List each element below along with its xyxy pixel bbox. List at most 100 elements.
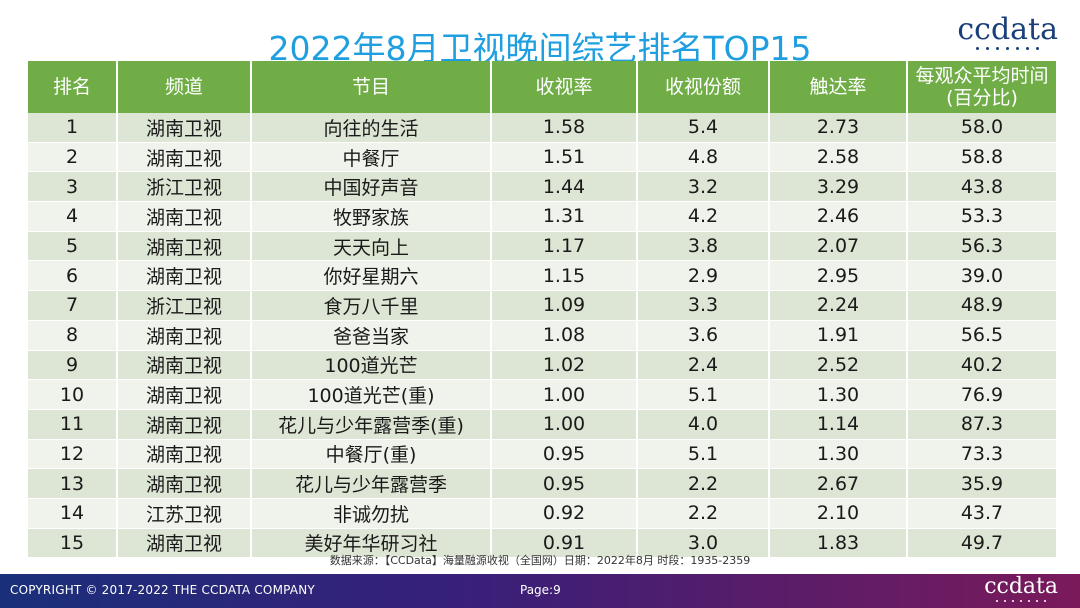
- rating-cell: 0.95: [490, 468, 638, 499]
- page-number: Page:9: [520, 583, 561, 597]
- channel-cell: 湖南卫视: [116, 201, 252, 232]
- channel-cell: 湖南卫视: [116, 528, 252, 559]
- channel-cell: 湖南卫视: [116, 113, 252, 143]
- program-cell: 花儿与少年露营季: [250, 468, 492, 499]
- channel-cell: 湖南卫视: [116, 320, 252, 351]
- share-cell: 5.1: [636, 439, 770, 470]
- reach-cell: 2.95: [768, 260, 908, 292]
- program-cell: 中餐厅: [250, 142, 492, 173]
- share-cell: 3.0: [636, 528, 770, 559]
- reach-cell: 2.52: [768, 350, 908, 381]
- rank-cell: 8: [26, 320, 118, 351]
- share-cell: 2.9: [636, 260, 770, 292]
- copyright-text: COPYRIGHT © 2017-2022 THE CCDATA COMPANY: [10, 583, 315, 597]
- channel-cell: 湖南卫视: [116, 231, 252, 262]
- rating-cell: 1.08: [490, 320, 638, 351]
- rating-cell: 1.00: [490, 409, 638, 440]
- program-cell: 花儿与少年露营季(重): [250, 409, 492, 440]
- channel-cell: 湖南卫视: [116, 260, 252, 292]
- rating-cell: 0.95: [490, 439, 638, 470]
- header-rating: 收视率: [490, 61, 638, 113]
- footer-logo: ccdata: [984, 574, 1058, 602]
- program-cell: 中餐厅(重): [250, 439, 492, 470]
- table-header-row: 排名 频道 节目 收视率 收视份额 触达率 每观众平均时间 (百分比): [26, 61, 1058, 113]
- header-rank: 排名: [26, 61, 118, 113]
- program-cell: 食万八千里: [250, 290, 492, 321]
- share-cell: 3.6: [636, 320, 770, 351]
- rating-cell: 1.58: [490, 113, 638, 143]
- rank-cell: 11: [26, 409, 118, 440]
- rating-cell: 1.44: [490, 171, 638, 203]
- header-avg-time: 每观众平均时间 (百分比): [906, 61, 1058, 113]
- footer-bar: COPYRIGHT © 2017-2022 THE CCDATA COMPANY…: [0, 574, 1080, 608]
- table-row: 4 湖南卫视 牧野家族 1.31 4.2 2.46 53.3: [26, 201, 1058, 232]
- rank-cell: 15: [26, 528, 118, 559]
- rank-cell: 10: [26, 379, 118, 410]
- share-cell: 4.0: [636, 409, 770, 440]
- logo-text: ccdata: [957, 12, 1058, 47]
- share-cell: 2.2: [636, 468, 770, 499]
- avg-time-cell: 56.5: [906, 320, 1058, 351]
- program-cell: 100道光芒(重): [250, 379, 492, 410]
- table-row: 2 湖南卫视 中餐厅 1.51 4.8 2.58 58.8: [26, 142, 1058, 173]
- rank-cell: 9: [26, 350, 118, 381]
- reach-cell: 2.24: [768, 290, 908, 321]
- avg-time-cell: 73.3: [906, 439, 1058, 470]
- rank-cell: 13: [26, 468, 118, 499]
- share-cell: 2.4: [636, 350, 770, 381]
- program-cell: 中国好声音: [250, 171, 492, 203]
- footer-logo-dots: [984, 600, 1058, 602]
- rank-cell: 5: [26, 231, 118, 262]
- reach-cell: 2.73: [768, 113, 908, 143]
- share-cell: 3.3: [636, 290, 770, 321]
- avg-time-cell: 39.0: [906, 260, 1058, 292]
- avg-time-cell: 56.3: [906, 231, 1058, 262]
- header-share: 收视份额: [636, 61, 770, 113]
- avg-time-cell: 87.3: [906, 409, 1058, 440]
- footer-logo-text: ccdata: [984, 574, 1058, 599]
- rating-cell: 1.17: [490, 231, 638, 262]
- avg-time-cell: 53.3: [906, 201, 1058, 232]
- rating-cell: 1.09: [490, 290, 638, 321]
- table-row: 11 湖南卫视 花儿与少年露营季(重) 1.00 4.0 1.14 87.3: [26, 409, 1058, 440]
- rating-cell: 0.92: [490, 498, 638, 529]
- avg-time-cell: 43.7: [906, 498, 1058, 529]
- header-avg-time-line1: 每观众平均时间: [915, 65, 1049, 87]
- avg-time-cell: 43.8: [906, 171, 1058, 203]
- program-cell: 爸爸当家: [250, 320, 492, 351]
- share-cell: 4.2: [636, 201, 770, 232]
- program-cell: 向往的生活: [250, 113, 492, 143]
- rating-cell: 1.51: [490, 142, 638, 173]
- channel-cell: 湖南卫视: [116, 409, 252, 440]
- program-cell: 非诚勿扰: [250, 498, 492, 529]
- share-cell: 3.8: [636, 231, 770, 262]
- ranking-table: 排名 频道 节目 收视率 收视份额 触达率 每观众平均时间 (百分比) 1 湖南卫…: [26, 61, 1058, 559]
- rating-cell: 0.91: [490, 528, 638, 559]
- rating-cell: 1.31: [490, 201, 638, 232]
- rank-cell: 6: [26, 260, 118, 292]
- rank-cell: 1: [26, 113, 118, 143]
- channel-cell: 湖南卫视: [116, 439, 252, 470]
- table-row: 8 湖南卫视 爸爸当家 1.08 3.6 1.91 56.5: [26, 320, 1058, 351]
- table-row: 10 湖南卫视 100道光芒(重) 1.00 5.1 1.30 76.9: [26, 379, 1058, 410]
- ccdata-logo: ccdata: [957, 14, 1058, 50]
- reach-cell: 2.58: [768, 142, 908, 173]
- reach-cell: 1.83: [768, 528, 908, 559]
- table-body: 1 湖南卫视 向往的生活 1.58 5.4 2.73 58.0 2 湖南卫视 中餐厅 1.51 4.8…: [26, 113, 1058, 559]
- table-row: 1 湖南卫视 向往的生活 1.58 5.4 2.73 58.0: [26, 113, 1058, 143]
- share-cell: 3.2: [636, 171, 770, 203]
- reach-cell: 1.14: [768, 409, 908, 440]
- reach-cell: 2.07: [768, 231, 908, 262]
- avg-time-cell: 35.9: [906, 468, 1058, 499]
- reach-cell: 3.29: [768, 171, 908, 203]
- rank-cell: 3: [26, 171, 118, 203]
- rank-cell: 2: [26, 142, 118, 173]
- channel-cell: 江苏卫视: [116, 498, 252, 529]
- share-cell: 4.8: [636, 142, 770, 173]
- avg-time-cell: 48.9: [906, 290, 1058, 321]
- rating-cell: 1.15: [490, 260, 638, 292]
- table-row: 13 湖南卫视 花儿与少年露营季 0.95 2.2 2.67 35.9: [26, 468, 1058, 499]
- program-cell: 100道光芒: [250, 350, 492, 381]
- avg-time-cell: 49.7: [906, 528, 1058, 559]
- avg-time-cell: 58.8: [906, 142, 1058, 173]
